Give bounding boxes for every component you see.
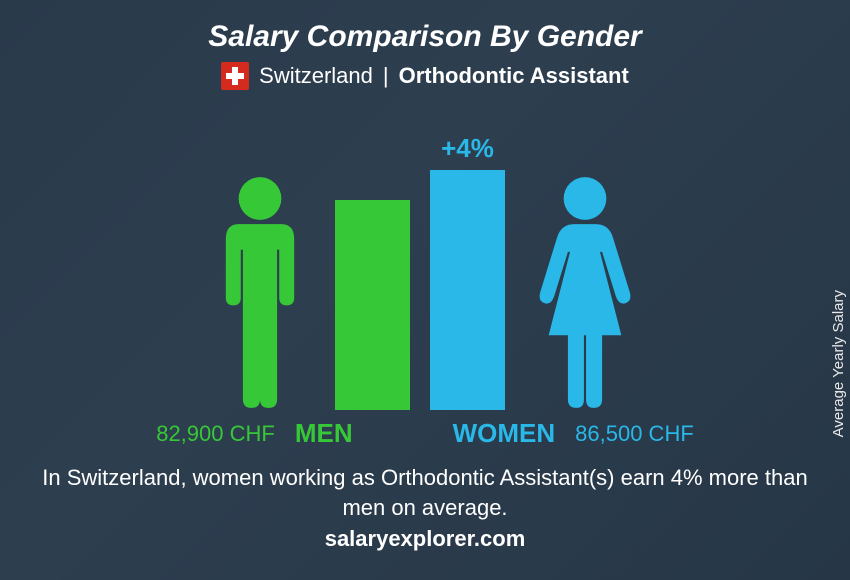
women-label: WOMEN: [453, 418, 556, 449]
footer-source: salaryexplorer.com: [325, 526, 526, 560]
y-axis-label: Average Yearly Salary: [830, 290, 847, 437]
subtitle: Switzerland | Orthodontic Assistant: [221, 62, 629, 90]
women-icon-col: [525, 110, 645, 410]
infographic-container: Salary Comparison By Gender Switzerland …: [0, 0, 850, 580]
switzerland-flag-icon: [221, 62, 249, 90]
separator: |: [383, 63, 389, 89]
bottom-row: 82,900 CHF MEN WOMEN 86,500 CHF: [40, 418, 810, 449]
men-icon-col: [205, 110, 315, 410]
men-bar: [335, 200, 410, 410]
page-title: Salary Comparison By Gender: [208, 20, 641, 54]
woman-icon: [525, 175, 645, 410]
men-label: MEN: [295, 418, 353, 449]
men-salary: 82,900 CHF: [156, 421, 275, 447]
women-salary: 86,500 CHF: [575, 421, 694, 447]
job-label: Orthodontic Assistant: [399, 63, 629, 89]
men-bar-col: [335, 110, 410, 410]
man-icon: [205, 175, 315, 410]
chart-area: +4%: [205, 110, 645, 410]
women-bar: [430, 170, 505, 410]
women-diff-label: +4%: [441, 133, 494, 164]
summary-text: In Switzerland, women working as Orthodo…: [40, 463, 810, 522]
country-label: Switzerland: [259, 63, 373, 89]
women-bar-col: +4%: [430, 110, 505, 410]
